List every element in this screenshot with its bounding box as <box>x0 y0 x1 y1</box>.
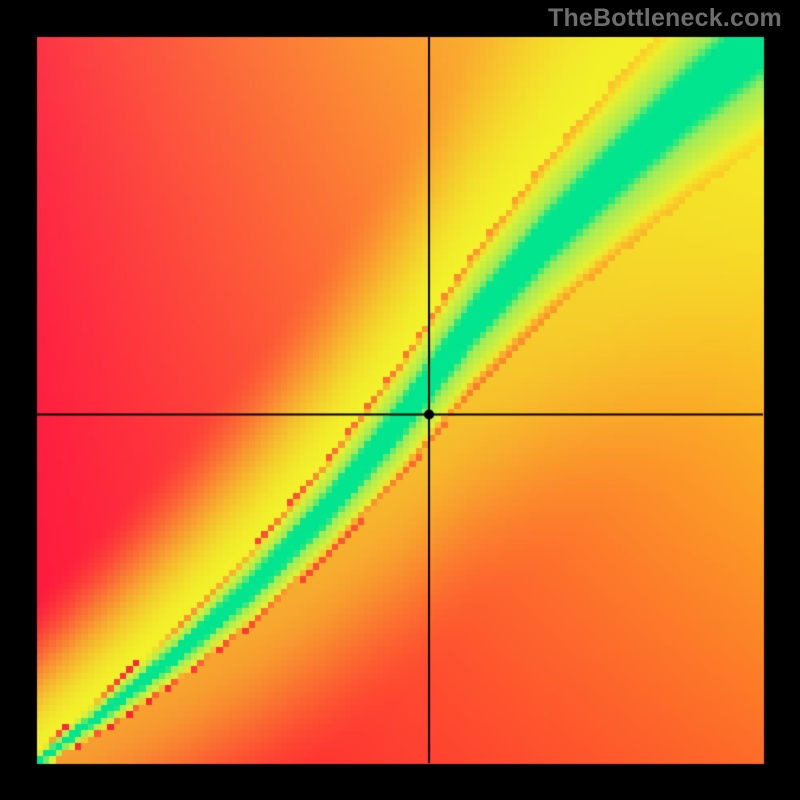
watermark-text: TheBottleneck.com <box>548 4 782 33</box>
bottleneck-heatmap <box>0 0 800 800</box>
chart-container: TheBottleneck.com <box>0 0 800 800</box>
